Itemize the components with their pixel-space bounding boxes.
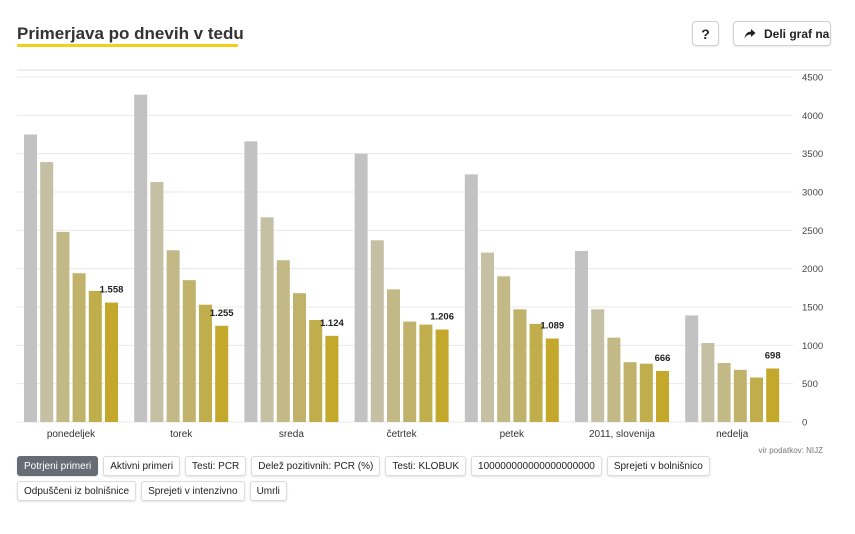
- bar[interactable]: [435, 329, 449, 422]
- category-label: nedelja: [716, 429, 749, 440]
- bar[interactable]: [72, 273, 86, 422]
- bar[interactable]: [685, 315, 699, 422]
- bar[interactable]: [40, 162, 54, 422]
- bar[interactable]: [182, 280, 196, 422]
- chart-title: Primerjava po dnevih v tedu: [17, 24, 244, 43]
- data-label: 1.206: [430, 312, 454, 323]
- bar[interactable]: [591, 309, 605, 422]
- bar[interactable]: [166, 250, 180, 422]
- bar[interactable]: [575, 251, 588, 422]
- tab-3[interactable]: Delež pozitivnih: PCR (%): [251, 456, 381, 476]
- y-tick-label: 4500: [802, 73, 823, 84]
- bar[interactable]: [750, 377, 763, 422]
- bar-chart: 0 500 1000 1500 2000 2500 3000 3500 4000 4500 1.55…: [17, 69, 832, 440]
- y-tick-label: 2000: [802, 264, 823, 275]
- y-tick-label: 4000: [802, 111, 823, 122]
- tab-1[interactable]: Aktivni primeri: [103, 456, 181, 476]
- y-tick-label: 0: [802, 418, 807, 429]
- help-button[interactable]: ?: [692, 21, 719, 46]
- data-label: 666: [655, 353, 671, 364]
- bar[interactable]: [150, 182, 164, 422]
- data-label: 1.255: [210, 308, 234, 319]
- data-label: 698: [765, 350, 781, 361]
- bar[interactable]: [325, 335, 339, 422]
- bar[interactable]: [276, 260, 290, 422]
- bar[interactable]: [24, 134, 37, 423]
- share-arrow-icon: [744, 28, 756, 38]
- bar[interactable]: [656, 370, 669, 422]
- y-tick-label: 500: [802, 379, 818, 390]
- data-label: 1.558: [100, 285, 124, 296]
- share-button[interactable]: Deli graf na: [733, 21, 831, 46]
- bar[interactable]: [88, 290, 102, 422]
- data-source: vir podatkov: NIJZ: [758, 446, 823, 455]
- bar[interactable]: [105, 302, 118, 422]
- bar[interactable]: [354, 153, 368, 422]
- title-underline: [17, 44, 238, 47]
- tab-4[interactable]: Testi: KLOBUK: [385, 456, 467, 476]
- tab-0[interactable]: Potrjeni primeri: [17, 456, 99, 476]
- bar[interactable]: [56, 231, 70, 422]
- bar[interactable]: [309, 320, 323, 422]
- y-tick-label: 2500: [802, 226, 823, 237]
- y-tick-label: 3500: [802, 149, 823, 160]
- bar[interactable]: [293, 293, 306, 422]
- category-label: torek: [170, 429, 193, 440]
- y-tick-label: 3000: [802, 188, 823, 199]
- y-tick-label: 1500: [802, 303, 823, 314]
- tab-6[interactable]: Sprejeti v bolnišnico: [606, 456, 710, 476]
- bar[interactable]: [607, 337, 621, 422]
- bar[interactable]: [370, 240, 384, 422]
- bar[interactable]: [513, 309, 527, 422]
- category-label: 2011, slovenija: [589, 429, 655, 440]
- bar[interactable]: [481, 252, 494, 422]
- tab-2[interactable]: Testi: PCR: [185, 456, 247, 476]
- bar[interactable]: [545, 338, 559, 422]
- y-tick-label: 1000: [802, 341, 823, 352]
- bar[interactable]: [260, 217, 274, 422]
- category-label: ponedeljek: [47, 429, 96, 440]
- category-label: petek: [500, 429, 525, 440]
- bar[interactable]: [717, 362, 731, 422]
- tab-9[interactable]: Umrli: [249, 481, 287, 501]
- bar[interactable]: [244, 141, 258, 422]
- tab-5[interactable]: 100000000000000000000: [471, 456, 602, 476]
- bar[interactable]: [387, 289, 400, 422]
- bar[interactable]: [766, 368, 780, 422]
- data-label: 1.089: [540, 321, 564, 332]
- metric-tabs: Potrjeni primeri Aktivni primeri Testi: PC…: [17, 456, 817, 501]
- bar[interactable]: [419, 324, 433, 422]
- bar[interactable]: [199, 304, 212, 422]
- bar[interactable]: [403, 321, 417, 422]
- tab-7[interactable]: Odpuščeni iz bolnišnice: [17, 481, 137, 501]
- bar[interactable]: [701, 343, 715, 422]
- bar[interactable]: [497, 276, 511, 422]
- tab-8[interactable]: Sprejeti v intenzivno: [141, 481, 245, 501]
- share-button-label: Deli graf na: [764, 26, 830, 41]
- bar[interactable]: [733, 369, 747, 422]
- category-label: sreda: [279, 429, 304, 440]
- bar[interactable]: [215, 325, 229, 422]
- bar[interactable]: [639, 363, 653, 422]
- data-label: 1.124: [320, 318, 344, 329]
- bar[interactable]: [464, 174, 478, 422]
- bar[interactable]: [134, 94, 148, 422]
- bar[interactable]: [529, 323, 543, 422]
- bar[interactable]: [623, 362, 637, 422]
- category-label: četrtek: [387, 429, 418, 440]
